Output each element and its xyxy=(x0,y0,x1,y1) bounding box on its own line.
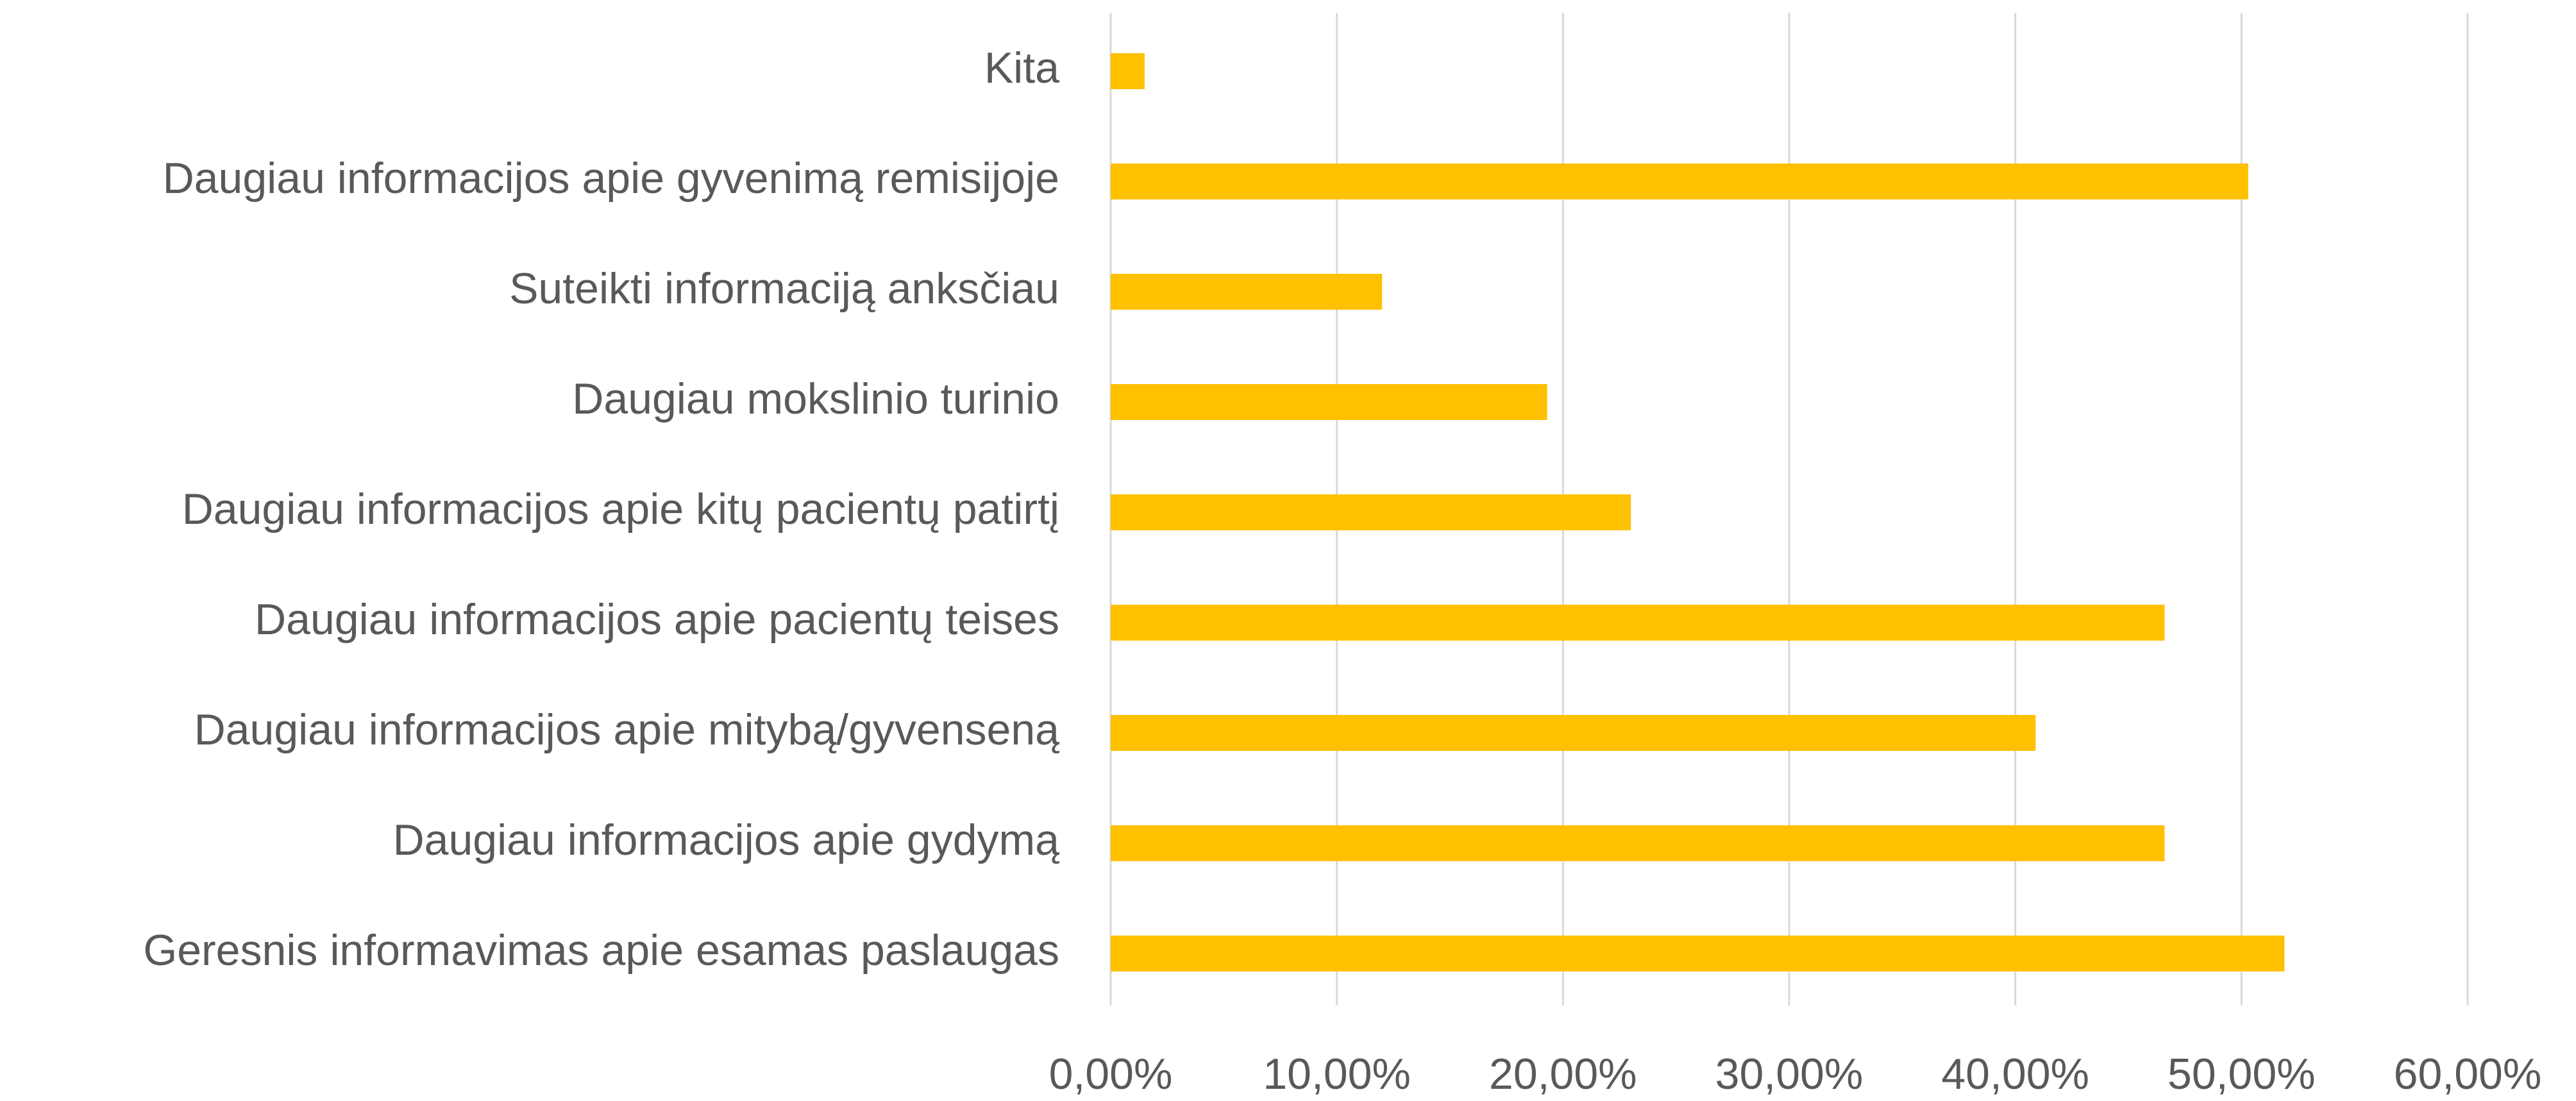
bar xyxy=(1111,53,1145,89)
x-tick-label: 20,00% xyxy=(1489,1050,1637,1098)
bar xyxy=(1111,936,2285,971)
y-tick-label: Suteikti informaciją anksčiau xyxy=(509,264,1059,313)
x-tick-label: 50,00% xyxy=(2168,1050,2316,1098)
bar xyxy=(1111,605,2165,641)
x-tick-label: 30,00% xyxy=(1715,1050,1864,1098)
bar xyxy=(1111,715,2036,751)
x-tick-label: 40,00% xyxy=(1941,1050,2089,1098)
bar xyxy=(1111,494,1631,530)
x-tick-label: 10,00% xyxy=(1263,1050,1411,1098)
bar xyxy=(1111,164,2248,199)
x-tick-label: 0,00% xyxy=(1049,1050,1173,1098)
bar xyxy=(1111,384,1547,420)
y-tick-label: Daugiau informacijos apie pacientų teise… xyxy=(255,595,1059,644)
bar xyxy=(1111,274,1383,310)
y-tick-label: Geresnis informavimas apie esamas paslau… xyxy=(143,926,1059,975)
bar xyxy=(1111,825,2165,861)
y-tick-label: Daugiau informacijos apie gyvenimą remis… xyxy=(163,154,1059,203)
y-tick-label: Daugiau informacijos apie gydymą xyxy=(393,816,1060,864)
y-tick-label: Daugiau mokslinio turinio xyxy=(572,374,1059,423)
x-tick-label: 60,00% xyxy=(2394,1050,2542,1098)
y-tick-label: Daugiau informacijos apie kitų pacientų … xyxy=(182,485,1059,534)
y-tick-label: Daugiau informacijos apie mitybą/gyvense… xyxy=(194,705,1060,754)
y-tick-label: Kita xyxy=(984,44,1059,92)
